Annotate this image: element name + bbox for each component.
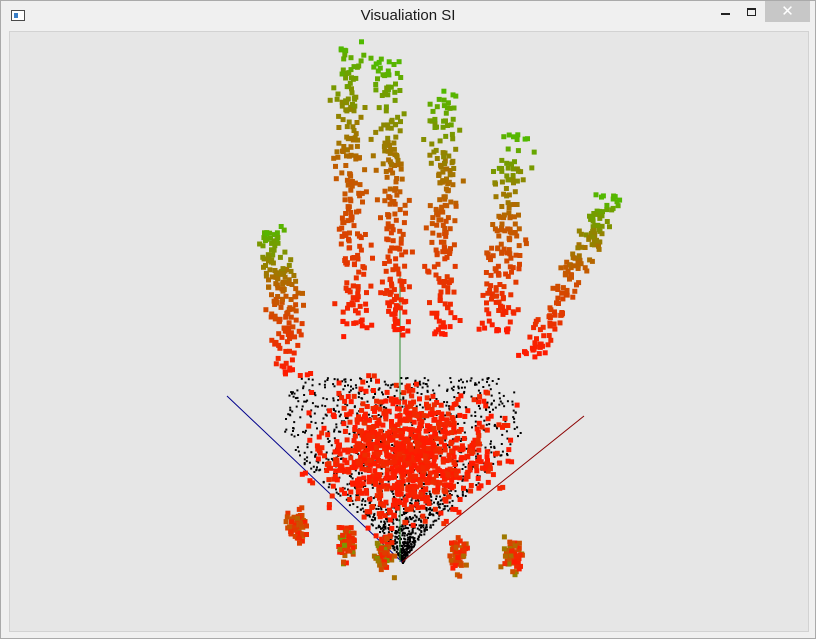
point-cloud-scene[interactable] (10, 32, 808, 631)
window-title: Visualiation SI (360, 7, 456, 24)
close-icon: ✕ (781, 2, 794, 20)
title-bar[interactable]: Visualiation SI ✕ (1, 1, 815, 31)
axis-x-line (401, 415, 585, 563)
3d-viewport[interactable] (9, 31, 809, 632)
axis-z-line (226, 395, 403, 563)
app-icon[interactable] (11, 10, 25, 21)
hand-point-cloud (257, 39, 623, 581)
minimize-button[interactable] (710, 1, 740, 22)
close-button[interactable]: ✕ (765, 1, 810, 22)
maximize-icon (746, 7, 756, 16)
maximize-button[interactable] (736, 1, 766, 22)
minimize-icon (720, 12, 730, 15)
